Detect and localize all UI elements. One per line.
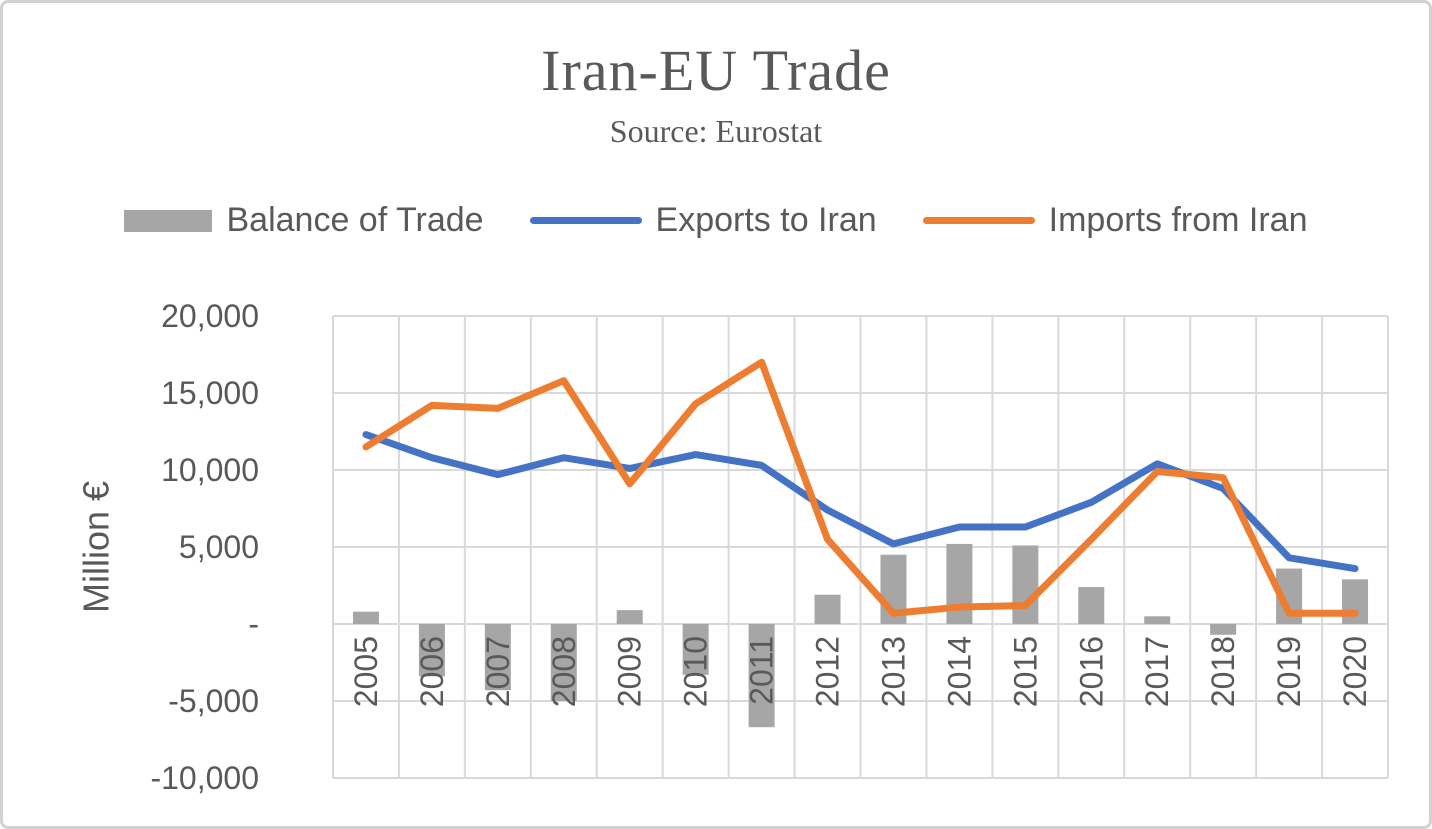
- legend-label-exports-to-iran: Exports to Iran: [655, 201, 877, 239]
- legend-label-imports-from-iran: Imports from Iran: [1048, 201, 1308, 239]
- legend-item-exports-to-iran: Exports to Iran: [529, 201, 877, 240]
- x-year-label: 2017: [1139, 636, 1175, 707]
- y-tick-label: -10,000: [150, 760, 259, 796]
- balance-bar-2006: [418, 624, 445, 677]
- legend: Balance of Trade Exports to Iran Imports…: [3, 201, 1429, 240]
- legend-label-balance-of-trade: Balance of Trade: [226, 201, 484, 239]
- balance-bar-2014: [946, 543, 973, 624]
- balance-bar-2015: [1012, 545, 1039, 624]
- x-year-label: 2020: [1337, 636, 1373, 707]
- imports-line: [362, 358, 1359, 617]
- x-year-label: 2016: [1073, 636, 1109, 707]
- exports-to-iran-swatch-icon: [529, 217, 642, 224]
- x-year-label: 2011: [744, 636, 780, 705]
- balance-of-trade-swatch-icon: [124, 209, 213, 232]
- balance-bar-2016: [1078, 587, 1105, 624]
- y-tick-label: 15,000: [161, 375, 259, 411]
- chart-subtitle: Source: Eurostat: [609, 113, 823, 149]
- x-year-label: 2006: [414, 636, 450, 707]
- y-tick-label: -: [248, 606, 259, 642]
- legend-item-imports-from-iran: Imports from Iran: [922, 201, 1308, 240]
- balance-bar-2009: [616, 610, 643, 624]
- x-year-label: 2012: [810, 636, 846, 707]
- y-tick-label: 10,000: [161, 452, 259, 488]
- balance-bar-2011: [748, 624, 775, 728]
- balance-bar-2010: [682, 624, 709, 675]
- x-year-label: 2005: [348, 636, 384, 707]
- x-year-label: 2014: [941, 636, 977, 707]
- x-year-label: 2008: [546, 636, 582, 707]
- y-tick-label: 5,000: [179, 529, 259, 565]
- x-year-label: 2019: [1271, 636, 1307, 707]
- balance-bar-2018: [1210, 624, 1237, 635]
- chart-title: Iran-EU Trade: [541, 38, 891, 103]
- balance-bar-2005: [352, 611, 379, 624]
- balance-bar-2007: [484, 624, 511, 691]
- legend-item-balance-of-trade: Balance of Trade: [124, 201, 484, 240]
- balance-bar-2017: [1144, 616, 1171, 624]
- x-year-label: 2010: [678, 636, 714, 707]
- y-tick-label: -5,000: [168, 683, 259, 719]
- balance-bar-2008: [550, 624, 577, 701]
- x-year-label: 2007: [480, 636, 516, 707]
- y-axis-title: Million €: [76, 481, 117, 613]
- imports-from-iran-swatch-icon: [922, 217, 1035, 224]
- x-year-label: 2013: [875, 636, 911, 707]
- balance-bar-2012: [814, 594, 841, 624]
- x-year-label: 2018: [1205, 636, 1241, 707]
- x-year-label: 2015: [1007, 636, 1043, 707]
- y-tick-label: 20,000: [161, 298, 259, 334]
- balance-bar-2020: [1342, 579, 1369, 624]
- plot-area: 20,000 15,000 10,000 5,000 - -5,000 -10,000 200…: [76, 298, 1389, 796]
- x-year-label: 2009: [612, 636, 648, 707]
